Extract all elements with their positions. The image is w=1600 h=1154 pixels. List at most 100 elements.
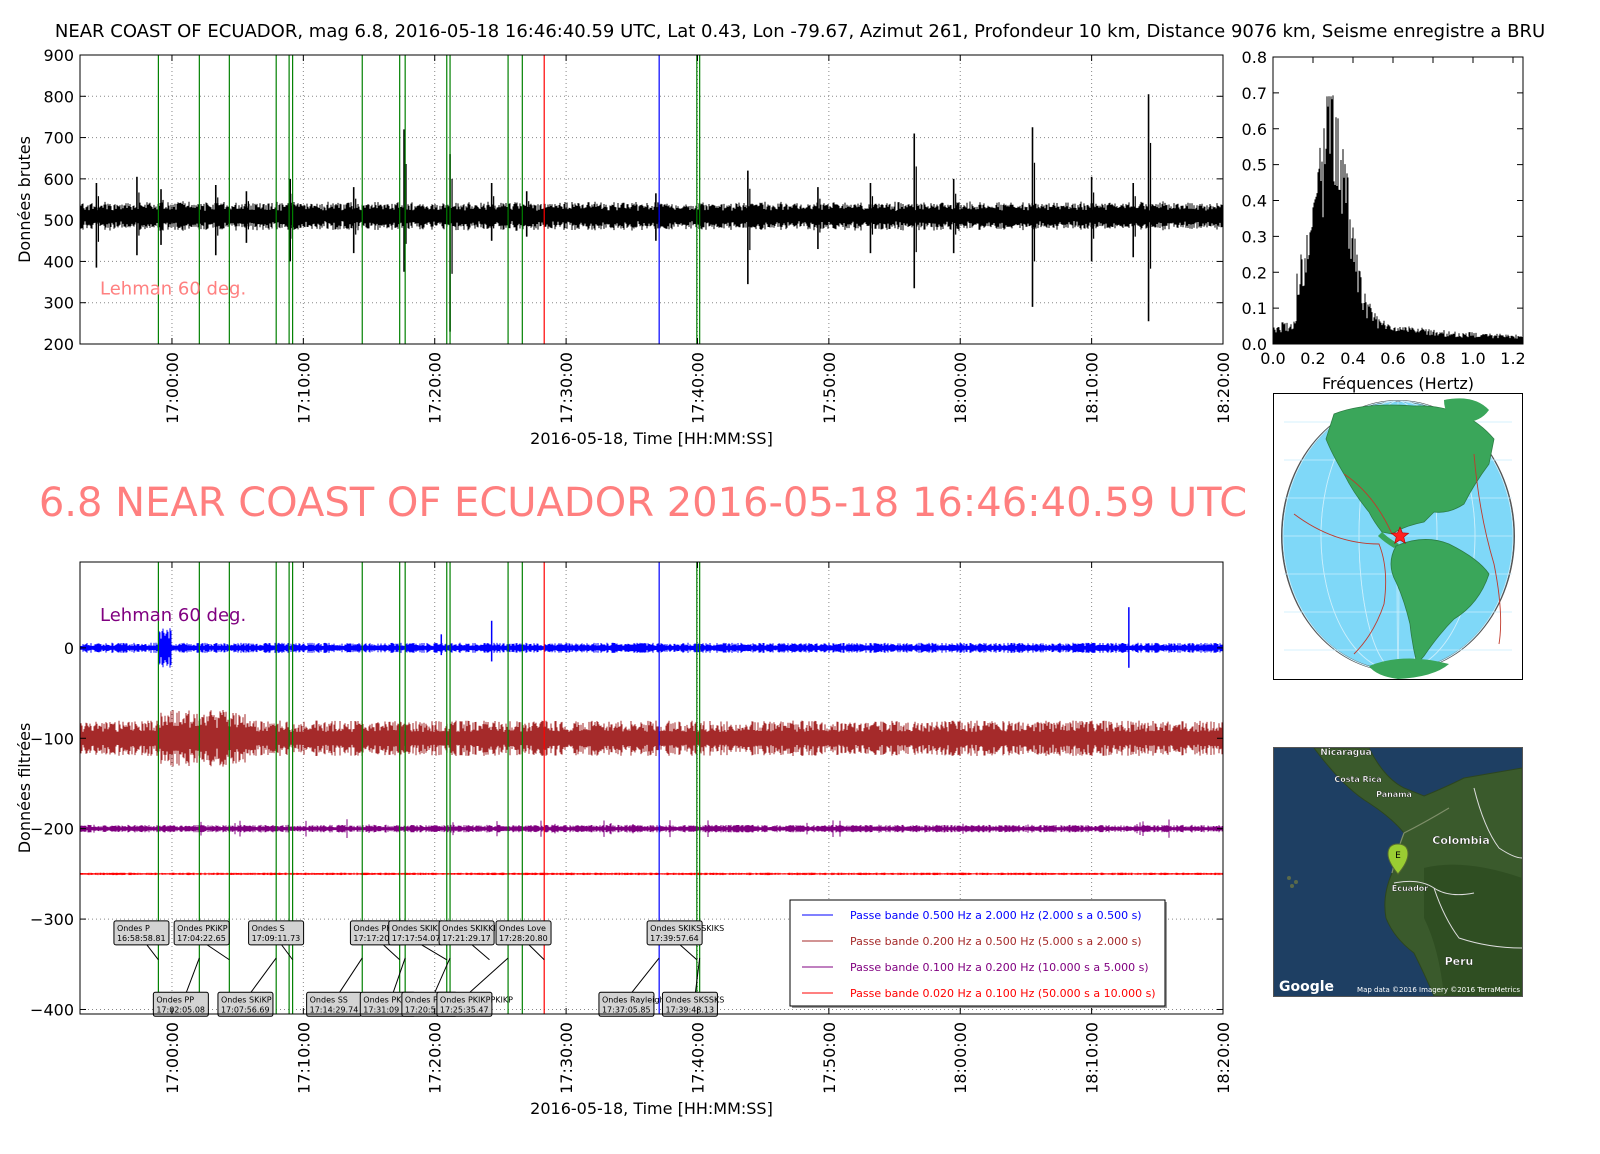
x-axis-label: 2016-05-18, Time [HH:MM:SS] — [530, 1099, 773, 1118]
x-tick-label: 17:20:00 — [426, 352, 445, 424]
plate-boundary — [1473, 453, 1502, 645]
globe-map — [1281, 398, 1515, 679]
phase-label-arrow — [146, 944, 159, 961]
google-logo: Google — [1279, 979, 1334, 995]
phase-label-arrow — [631, 957, 660, 993]
land-shade — [1424, 864, 1522, 996]
phase-label-arrow — [250, 957, 277, 993]
phase-label-name: Ondes SKIKKIKS — [442, 924, 506, 933]
y-axis-label: Données filtrées — [15, 723, 34, 854]
island — [1294, 880, 1298, 884]
satellite-map-panel[interactable]: Nicaragua Costa Rica Panama Colombia Ecuador… — [1273, 747, 1523, 997]
phase-label-arrow — [434, 957, 451, 993]
phase-label-name: Ondes SKIKKIKP — [392, 924, 456, 933]
filtered-trace-0 — [80, 628, 1223, 668]
y-tick-label: −400 — [30, 1000, 74, 1019]
map-label: Colombia — [1432, 834, 1490, 847]
x-tick-label: 1.2 — [1500, 349, 1525, 368]
y-tick-label: −200 — [30, 820, 74, 839]
spectrum-trace — [1272, 95, 1524, 344]
lehman-annotation: Lehman 60 deg. — [100, 605, 246, 626]
x-tick-label: 17:40:00 — [688, 1022, 707, 1094]
phase-label-time: 17:17:20.03 — [353, 934, 402, 943]
phase-label-arrow — [679, 944, 698, 961]
pin-body — [1387, 843, 1409, 875]
x-tick-label: 17:30:00 — [557, 1022, 576, 1094]
phase-label-name: Ondes SKSSKS — [665, 995, 724, 1004]
y-tick-label: 900 — [43, 46, 74, 65]
x-tick-label: 17:50:00 — [820, 1022, 839, 1094]
event-title: 6.8 NEAR COAST OF ECUADOR 2016-05-18 16:… — [39, 480, 1247, 526]
x-tick-label: 18:10:00 — [1083, 352, 1102, 424]
x-tick-label: 17:10:00 — [294, 1022, 313, 1094]
phase-label-name: Ondes S — [252, 924, 285, 933]
phase-label-time: 17:28:20.80 — [499, 934, 548, 943]
map-label: Nicaragua — [1320, 748, 1371, 758]
epicenter-pin-icon: E — [1387, 843, 1409, 875]
x-tick-label: 18:10:00 — [1083, 1022, 1102, 1094]
pin-letter: E — [1395, 851, 1401, 861]
x-tick-label: 0.0 — [1260, 349, 1285, 368]
phase-label-arrow — [281, 944, 294, 961]
phase-label-name: Ondes SKiKP — [221, 995, 272, 1004]
phase-label-name: Ondes PP — [156, 995, 194, 1004]
legend: Passe bande 0.500 Hz a 2.000 Hz (2.000 s… — [789, 899, 1167, 1008]
x-tick-label: 0.4 — [1340, 349, 1365, 368]
x-tick-label: 17:20:00 — [426, 1022, 445, 1094]
central-america-land — [1378, 532, 1399, 548]
phase-label-name: Ondes PKIKKIKP — [353, 924, 417, 933]
x-tick-label: 17:30:00 — [557, 352, 576, 424]
phase-label-box — [438, 920, 495, 946]
greenland-land — [1444, 398, 1489, 423]
filtered-trace-2 — [80, 819, 1223, 838]
phase-label: Ondes P16:58:58.81 — [113, 920, 170, 961]
x-tick-label: 17:50:00 — [820, 352, 839, 424]
x-axis-label: Fréquences (Hertz) — [1322, 374, 1474, 393]
phase-label-time: 17:07:56.69 — [221, 1005, 270, 1014]
satellite-map[interactable]: Nicaragua Costa Rica Panama Colombia Ecuador… — [1274, 748, 1522, 996]
plate-boundary — [1343, 473, 1393, 535]
x-tick-label: 0.8 — [1420, 349, 1445, 368]
x-axis-label: 2016-05-18, Time [HH:MM:SS] — [530, 429, 773, 448]
x-tick-label: 17:00:00 — [163, 1022, 182, 1094]
phase-label-name: Ondes Love — [499, 924, 546, 933]
y-tick-label: 0.2 — [1242, 263, 1267, 282]
x-tick-label: 18:20:00 — [1214, 352, 1233, 424]
epicenter-star-icon — [1390, 526, 1410, 544]
x-tick-label: 0.6 — [1380, 349, 1405, 368]
phase-label-time: 17:04:22.65 — [177, 934, 226, 943]
y-tick-label: 500 — [43, 211, 74, 230]
phase-label-arrow — [339, 957, 363, 993]
phase-label-name: Ondes PKiKP — [177, 924, 228, 933]
phase-label-box — [152, 991, 209, 1017]
phase-label-time: 17:14:29.74 — [310, 1005, 359, 1014]
phase-label-time: 17:39:57.64 — [650, 934, 699, 943]
phase-label-name: Ondes Rayleigh — [602, 995, 665, 1004]
y-tick-label: 700 — [43, 129, 74, 148]
phase-label-box — [248, 920, 305, 946]
filtered-trace-1 — [80, 710, 1223, 767]
y-tick-label: −300 — [30, 910, 74, 929]
x-tick-label: 1.0 — [1460, 349, 1485, 368]
plot-frame — [79, 54, 1224, 345]
phase-label-name: Ondes SKIKSSKIKS — [650, 924, 724, 933]
phase-label-time: 16:58:58.81 — [117, 934, 166, 943]
globe-panel — [1273, 393, 1523, 680]
phase-label-name: Ondes SS — [310, 995, 348, 1004]
plot-frame — [79, 561, 1224, 1015]
legend-entry: Passe bande 0.500 Hz a 2.000 Hz (2.000 s… — [850, 909, 1142, 922]
phase-label-arrow — [469, 957, 509, 993]
raw-data-chart: Lehman 60 deg. 17:00:00 17:10:00 17:20:00 17… — [15, 46, 1233, 448]
y-tick-label: 300 — [43, 294, 74, 313]
map-label: Costa Rica — [1334, 775, 1381, 784]
phase-label-box — [436, 991, 493, 1017]
